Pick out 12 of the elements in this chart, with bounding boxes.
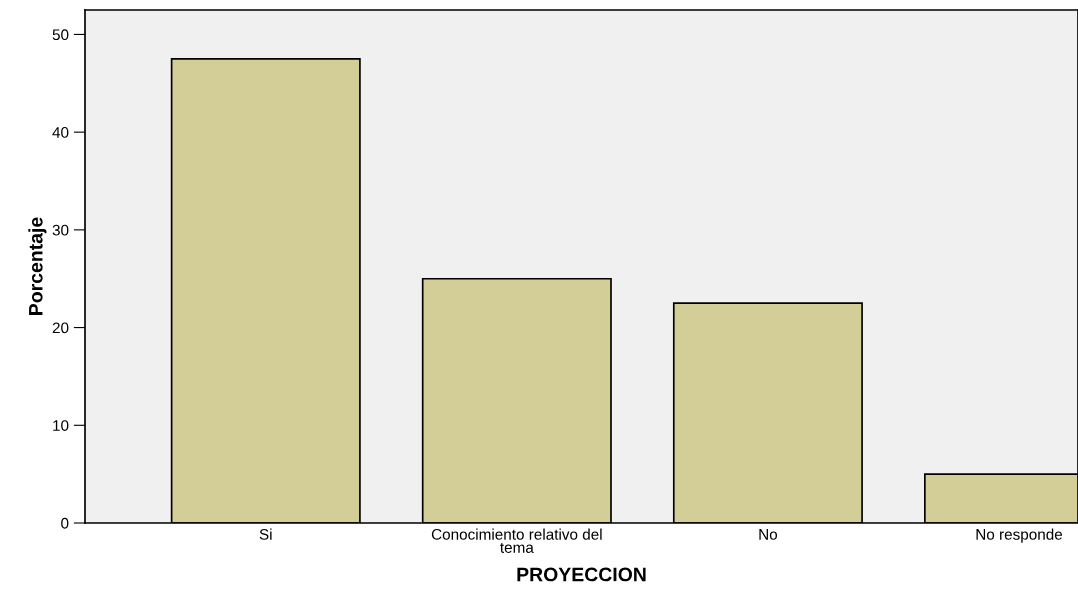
x-tick-label: No xyxy=(759,529,778,540)
x-tick-label: No responde xyxy=(976,528,1063,543)
y-tick-label: 10 xyxy=(53,420,69,431)
x-tick-label: Conocimiento relativo del tema xyxy=(431,528,602,553)
y-axis-title: Porcentaje xyxy=(28,217,47,315)
y-tick-label: 40 xyxy=(52,127,69,138)
x-tick-label: Si xyxy=(259,528,272,540)
y-tick-label: 30 xyxy=(52,224,69,236)
y-tick-label: 0 xyxy=(61,517,69,529)
y-tick-label: 20 xyxy=(52,322,69,334)
y-tick-label: 50 xyxy=(52,29,69,41)
x-axis-title: PROYECCION xyxy=(517,567,646,582)
